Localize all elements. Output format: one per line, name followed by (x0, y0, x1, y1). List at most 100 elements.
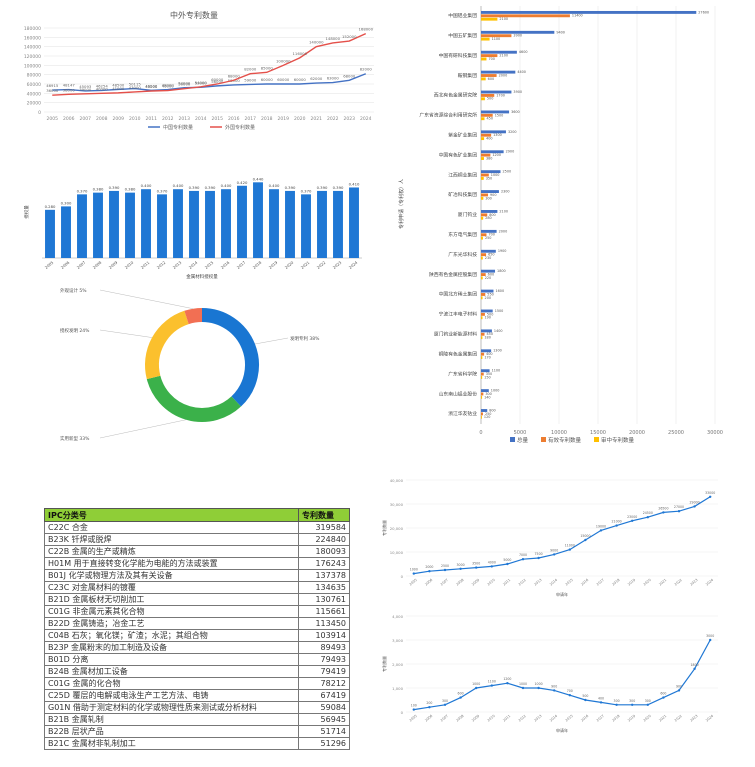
data-label: 52000 (178, 81, 191, 86)
y-tick-label: 0 (401, 710, 404, 715)
x-tick-label: 10000 (551, 430, 567, 436)
ipc-code-cell: G01N 借助于测定材料的化学或物理性质来测试或分析材料 (44, 701, 299, 714)
data-label: 60000 (294, 77, 307, 82)
bar (481, 37, 490, 41)
data-label: 11000 (565, 544, 575, 548)
data-label: 60000 (261, 77, 274, 82)
y-tick-label: 40000 (27, 91, 41, 97)
x-tick-label: 2009 (471, 578, 480, 587)
data-label: 500 (582, 694, 588, 698)
table-row: B24B 金属材加工设备 79419 (44, 665, 350, 678)
legend-swatch (510, 437, 515, 442)
data-point (709, 495, 712, 498)
bar (481, 369, 490, 373)
data-label: 1000 (519, 682, 527, 686)
bar (253, 182, 263, 258)
x-tick-label: 2023 (344, 116, 356, 122)
data-point (646, 516, 649, 519)
data-point (412, 708, 415, 711)
data-label: 0.400 (221, 183, 232, 188)
data-label: 1200 (503, 677, 511, 681)
bar (93, 192, 103, 258)
data-label: 120 (484, 415, 490, 419)
ipc-code-cell: H01M 用于直接转变化学能为电能的方法或装置 (44, 557, 299, 570)
data-point (693, 505, 696, 508)
x-tick-label: 2023 (332, 259, 343, 269)
annual-patent-line-chart: 0 10,000 20,000 30,000 40,000 1000 2005 2000 200… (381, 478, 718, 597)
data-label: 0.400 (173, 183, 184, 188)
category-label: 陕西有色金属控股集团 (429, 271, 477, 278)
data-label: 29000 (690, 500, 700, 504)
category-label: 东方电气集团 (448, 231, 477, 238)
category-label: 浙江华友钴业 (448, 410, 477, 417)
data-label: 1400 (494, 329, 503, 333)
data-label: 39000 (79, 87, 92, 92)
data-label: 250 (485, 412, 491, 416)
bar (481, 329, 492, 333)
data-label: 600 (488, 273, 494, 277)
x-tick-label: 2022 (316, 259, 327, 269)
y-tick-label: 20000 (27, 101, 41, 107)
bar (481, 352, 485, 356)
data-label: 2100 (499, 17, 508, 21)
y-tick-label: 160000 (24, 35, 41, 41)
x-tick-label: 2019 (278, 116, 290, 122)
table-row: B21C 金属材非轧制加工 51296 (44, 737, 350, 750)
data-label: 0.300 (61, 200, 72, 205)
data-label: 19000 (596, 524, 606, 528)
x-tick-label: 2021 (658, 714, 667, 723)
x-tick-label: 2008 (455, 578, 464, 587)
data-label: 45093 (79, 84, 92, 89)
donut-slice (184, 308, 203, 325)
bar (481, 153, 491, 157)
data-label: 0.440 (253, 176, 264, 181)
data-label: 11400 (572, 14, 583, 18)
data-label: 2500 (503, 170, 512, 174)
table-row: C22B 金属的生产或精炼 180093 (44, 545, 350, 558)
x-tick-label: 2005 (409, 578, 418, 587)
x-tick-label: 2007 (80, 116, 92, 122)
data-label: 68000 (343, 73, 356, 78)
patent-count-cell: 78212 (298, 677, 350, 690)
x-tick-label: 2011 (502, 578, 511, 587)
table-row: B22B 层状产品 51714 (44, 725, 350, 738)
y-tick-label: 20,000 (390, 526, 404, 531)
leader-line (99, 329, 153, 338)
data-label: 2900 (506, 150, 515, 154)
data-label: 230 (485, 256, 491, 260)
patent-count-cell: 224840 (298, 533, 350, 546)
data-label: 27600 (698, 10, 709, 14)
x-axis-label: 申请年 (556, 727, 568, 733)
data-label: 300 (645, 699, 651, 703)
data-point (677, 689, 681, 692)
data-label: 0.420 (237, 180, 248, 185)
y-axis-label: 授权量 (23, 205, 30, 219)
table-row: B22D 金属铸造；冶金工艺 113450 (44, 617, 350, 630)
data-label: 1000 (491, 389, 500, 393)
bar (481, 296, 483, 300)
table-row: C04B 石灰；氧化镁；矿渣；水泥；其组合物 103914 (44, 629, 350, 642)
x-tick-label: 2007 (440, 714, 449, 723)
bar (237, 185, 247, 258)
bar (481, 190, 499, 194)
bar (481, 395, 483, 399)
bar (481, 117, 485, 121)
bar (45, 209, 55, 258)
data-label: 46506 (145, 83, 158, 88)
category-label: 矿冶科技集团 (448, 191, 477, 198)
slice-label: 授权发明 24% (60, 327, 90, 334)
legend-label: 总量 (517, 436, 529, 444)
data-point (537, 686, 540, 690)
y-tick-label: 4,000 (392, 614, 403, 619)
bar (173, 189, 183, 258)
x-tick-label: 2012 (518, 714, 527, 723)
data-label: 1800 (497, 269, 506, 273)
y-tick-label: 180000 (24, 26, 41, 32)
bar (481, 130, 506, 134)
data-label: 170 (484, 356, 490, 360)
x-tick-label: 2012 (162, 116, 174, 122)
data-label: 50000 (178, 82, 191, 87)
patent-count-line-chart: 中外专利数量 0 20000 40000 60000 80000 100000 120000 1… (24, 10, 374, 131)
x-tick-label: 2017 (596, 578, 605, 587)
data-label: 140000 (309, 40, 324, 45)
